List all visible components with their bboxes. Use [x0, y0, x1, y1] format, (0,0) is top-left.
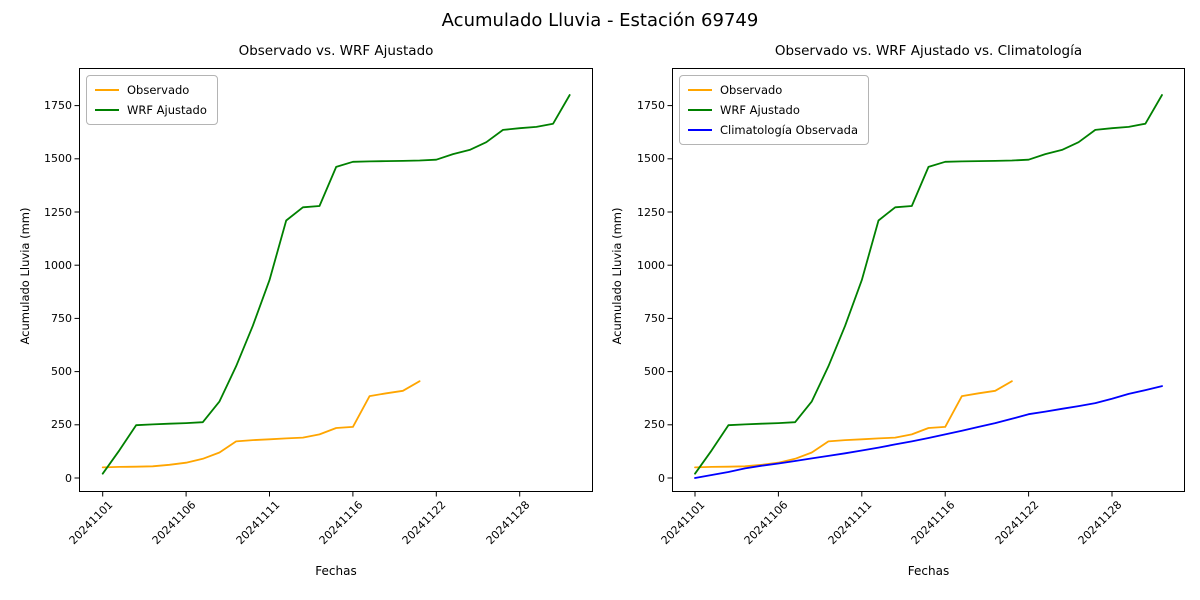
x-tick-label: 20241122: [399, 498, 449, 548]
observado-line-swatch: [688, 89, 712, 91]
y-tick-label: 750: [51, 311, 72, 325]
y-tick-label: 0: [65, 471, 72, 485]
y-tick-label: 0: [658, 471, 665, 485]
legend-item: WRF Ajustado: [688, 103, 858, 117]
legend-label: Observado: [720, 83, 783, 97]
x-tick-label: 20241122: [992, 498, 1042, 548]
y-axis-label-right: Acumulado Lluvia (mm): [610, 207, 624, 345]
legend-left: Observado WRF Ajustado: [86, 75, 218, 125]
climatologia-line-swatch: [688, 129, 712, 131]
legend-item: Climatología Observada: [688, 123, 858, 137]
x-tick-label: 20241116: [316, 498, 366, 548]
x-tick-label: 20241116: [908, 498, 958, 548]
y-tick-label: 1250: [637, 205, 665, 219]
plot-area-left: [74, 68, 593, 497]
y-tick-label: 1500: [44, 152, 72, 166]
y-tick-label: 1500: [637, 152, 665, 166]
x-tick-label: 20241101: [658, 498, 708, 548]
x-tick-label: 20241106: [742, 498, 791, 548]
axes-title-left: Observado vs. WRF Ajustado: [238, 43, 434, 59]
y-tick-label: 1000: [44, 258, 72, 272]
y-tick-label: 500: [51, 365, 72, 379]
y-tick-label: 1000: [637, 258, 665, 272]
y-tick-label: 1250: [44, 205, 72, 219]
wrf-line-swatch: [95, 109, 119, 111]
legend-item: Observado: [95, 83, 207, 97]
series-line-observado: [694, 380, 1013, 469]
plot-area-right: [667, 68, 1185, 497]
y-tick-label: 1750: [637, 99, 665, 113]
y-tick-label: 250: [51, 418, 72, 432]
legend-label: Climatología Observada: [720, 123, 858, 137]
y-tick-label: 1750: [44, 99, 72, 113]
page-title: Acumulado Lluvia - Estación 69749: [441, 10, 759, 31]
y-axis-label-left: Acumulado Lluvia (mm): [18, 207, 32, 345]
legend-label: WRF Ajustado: [720, 103, 800, 117]
series-line-wrf: [694, 94, 1163, 475]
legend-right: Observado WRF Ajustado Climatología Obse…: [679, 75, 869, 145]
y-tick-label: 500: [644, 365, 665, 379]
x-tick-label: 20241111: [825, 498, 875, 548]
observado-line-swatch: [95, 89, 119, 91]
x-axis-label-left: Fechas: [315, 564, 357, 578]
series-line-wrf: [101, 94, 571, 475]
x-tick-label: 20241128: [1075, 498, 1125, 548]
x-tick-label: 20241106: [149, 498, 199, 548]
x-tick-label: 20241128: [483, 498, 533, 548]
x-tick-label: 20241111: [233, 498, 282, 548]
series-line-observado: [101, 380, 421, 469]
legend-label: WRF Ajustado: [127, 103, 207, 117]
y-tick-label: 750: [644, 311, 665, 325]
series-line-climatologia: [694, 385, 1163, 479]
legend-item: WRF Ajustado: [95, 103, 207, 117]
y-tick-label: 250: [644, 418, 665, 432]
x-tick-label: 20241101: [66, 498, 116, 548]
wrf-line-swatch: [688, 109, 712, 111]
legend-label: Observado: [127, 83, 190, 97]
axes-title-right: Observado vs. WRF Ajustado vs. Climatolo…: [774, 43, 1083, 59]
x-axis-label-right: Fechas: [907, 564, 950, 578]
legend-item: Observado: [688, 83, 858, 97]
